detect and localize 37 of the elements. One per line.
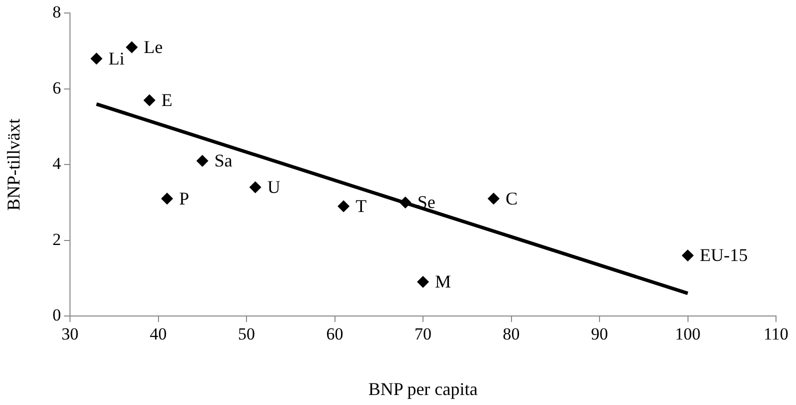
x-tick-label: 70 — [414, 324, 432, 344]
y-tick-label: 8 — [52, 2, 61, 22]
point — [249, 181, 262, 194]
data-label: Le — [144, 37, 163, 57]
data-label: M — [435, 272, 452, 292]
data-label: T — [356, 196, 367, 216]
point — [682, 249, 694, 262]
x-tick-label: 110 — [764, 324, 788, 344]
point — [126, 41, 138, 54]
x-tick-label: 80 — [502, 324, 520, 344]
point — [338, 200, 350, 212]
y-tick-label: 6 — [52, 78, 61, 98]
data-label: Sa — [214, 150, 232, 171]
y-tick-label: 0 — [52, 305, 61, 324]
point — [90, 52, 102, 65]
y-tick-label: 4 — [52, 154, 62, 174]
x-tick-label: 90 — [591, 324, 608, 344]
point — [143, 94, 156, 106]
x-axis-title: BNP per capita — [368, 378, 478, 399]
point — [417, 276, 429, 288]
point — [488, 192, 500, 205]
point — [399, 196, 412, 208]
x-tick-label: 50 — [238, 324, 255, 344]
data-label: E — [161, 90, 172, 110]
point — [161, 192, 174, 205]
data-label: C — [506, 188, 518, 208]
x-tick-label: 30 — [62, 324, 78, 344]
x-tick-label: 100 — [675, 324, 700, 344]
data-label: Li — [108, 48, 124, 68]
data-label: P — [179, 188, 190, 208]
y-axis-title: BNP-tillväxt — [4, 118, 24, 211]
y-tick-label: 2 — [52, 230, 61, 249]
data-label: EU-15 — [700, 245, 748, 266]
point — [196, 154, 208, 167]
x-tick-label: 60 — [326, 324, 344, 344]
data-label: U — [267, 177, 280, 198]
x-tick-label: 40 — [150, 324, 167, 344]
